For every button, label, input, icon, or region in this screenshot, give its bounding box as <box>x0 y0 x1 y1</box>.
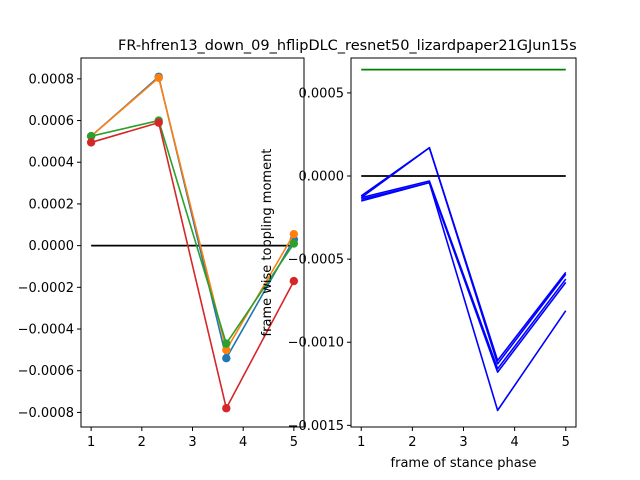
y-tick-label: −0.0015 <box>288 419 344 434</box>
x-tick-label: 1 <box>357 435 365 450</box>
x-tick-label: 4 <box>239 435 247 450</box>
series-blue-point <box>222 354 231 363</box>
y-tick-label: −0.0004 <box>18 323 74 338</box>
x-axis-label: frame of stance phase <box>391 456 537 471</box>
x-tick-label: 5 <box>290 435 298 450</box>
series-red-line <box>90 121 295 410</box>
series-red-point <box>222 404 231 413</box>
y-tick-label: −0.0005 <box>288 253 344 268</box>
x-tick-label: 2 <box>138 435 146 450</box>
y-axis-label: frame wise toppling moment <box>260 149 275 337</box>
x-tick-label: 1 <box>87 435 95 450</box>
series-red-point <box>86 138 96 147</box>
series-green-point <box>222 339 231 348</box>
series-4-line <box>361 181 567 373</box>
axes-frame <box>350 57 577 428</box>
y-tick-label: 0.0006 <box>29 114 75 129</box>
x-tick-label: 5 <box>562 435 570 450</box>
y-tick-label: −0.0006 <box>18 364 74 379</box>
y-tick-label: 0.0008 <box>29 72 75 87</box>
series-2-line <box>360 146 567 365</box>
y-tick-label: 0.0000 <box>299 170 345 185</box>
series-green-point <box>289 239 299 248</box>
y-tick-label: −0.0002 <box>18 281 74 296</box>
series-orange-point <box>222 345 231 355</box>
y-tick-label: 0.0004 <box>29 156 75 171</box>
x-tick-label: 3 <box>459 435 467 450</box>
left-panel: 1 2 3 4 5 −0.0008 −0.0006 −0.0004 −0.0002 0.0000 0… <box>18 57 305 450</box>
y-tick-label: 0.0005 <box>299 86 345 101</box>
y-tick-label: 0.0002 <box>29 197 75 212</box>
series-orange-point <box>154 73 163 83</box>
series-orange-line <box>90 77 295 351</box>
x-tick-label: 3 <box>188 435 196 450</box>
y-tick-label: −0.0010 <box>288 336 344 351</box>
series-3-line <box>361 180 567 370</box>
x-tick-label: 4 <box>510 435 518 450</box>
right-panel: 1 2 3 4 5−0.0015−0.0010−0.00050.00000.0005fr… <box>260 57 577 471</box>
series-green-point <box>86 131 96 141</box>
series-red-point <box>154 118 163 127</box>
series-5-line <box>361 181 567 412</box>
series-green-line <box>90 119 295 345</box>
x-tick-label: 2 <box>408 435 416 450</box>
y-tick-label: −0.0008 <box>18 406 74 421</box>
chart-title: FR-hfren13_down_09_hflipDLC_resnet50_liz… <box>118 38 577 54</box>
series-red-point <box>289 276 299 286</box>
series-orange-point <box>289 229 299 239</box>
y-tick-label: 0.0000 <box>29 239 75 254</box>
